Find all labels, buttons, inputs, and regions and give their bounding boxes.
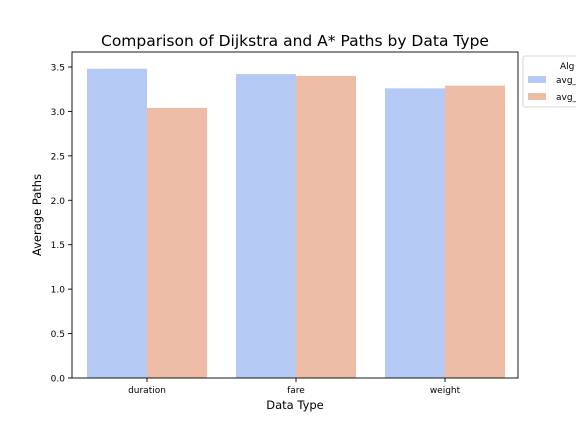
- bar-duration-series-2: [147, 107, 207, 379]
- y-tick-label: 0.5: [51, 330, 65, 340]
- bar-weight-series-2: [445, 85, 505, 378]
- legend-label-1: avg_: [556, 76, 576, 86]
- x-axis-label: Data Type: [266, 398, 324, 412]
- bar-fare-series-1: [236, 74, 296, 378]
- y-tick-label: 3.5: [51, 64, 65, 74]
- legend-label-2: avg_: [556, 93, 576, 103]
- x-tick-label: duration: [128, 386, 166, 396]
- bar-fare-series-2: [296, 75, 356, 378]
- legend-swatch-2: [528, 93, 546, 100]
- x-tick-label: weight: [430, 386, 461, 396]
- y-tick-label: 3.0: [51, 108, 66, 118]
- y-tick-label: 2.5: [51, 152, 65, 162]
- y-tick-label: 1.0: [51, 286, 66, 296]
- x-axis: duration fare weight: [128, 378, 461, 396]
- bar-duration-series-1: [87, 68, 147, 378]
- legend-title: Alg: [560, 62, 574, 72]
- x-tick-label: fare: [287, 386, 305, 396]
- legend-swatch-1: [528, 76, 546, 83]
- bar-weight-series-1: [385, 88, 445, 378]
- y-axis: 0.0 0.5 1.0 1.5 2.0 2.5 3.0 3.5: [51, 64, 72, 385]
- chart-title: Comparison of Dijkstra and A* Paths by D…: [101, 32, 489, 50]
- plot-frame: [71, 51, 519, 379]
- bars-group: [87, 68, 505, 379]
- y-tick-label: 0.0: [51, 375, 66, 385]
- y-tick-label: 1.5: [51, 241, 65, 251]
- y-axis-label: Average Paths: [30, 174, 44, 256]
- legend: Alg avg_ avg_: [522, 55, 576, 108]
- y-tick-label: 2.0: [51, 197, 66, 207]
